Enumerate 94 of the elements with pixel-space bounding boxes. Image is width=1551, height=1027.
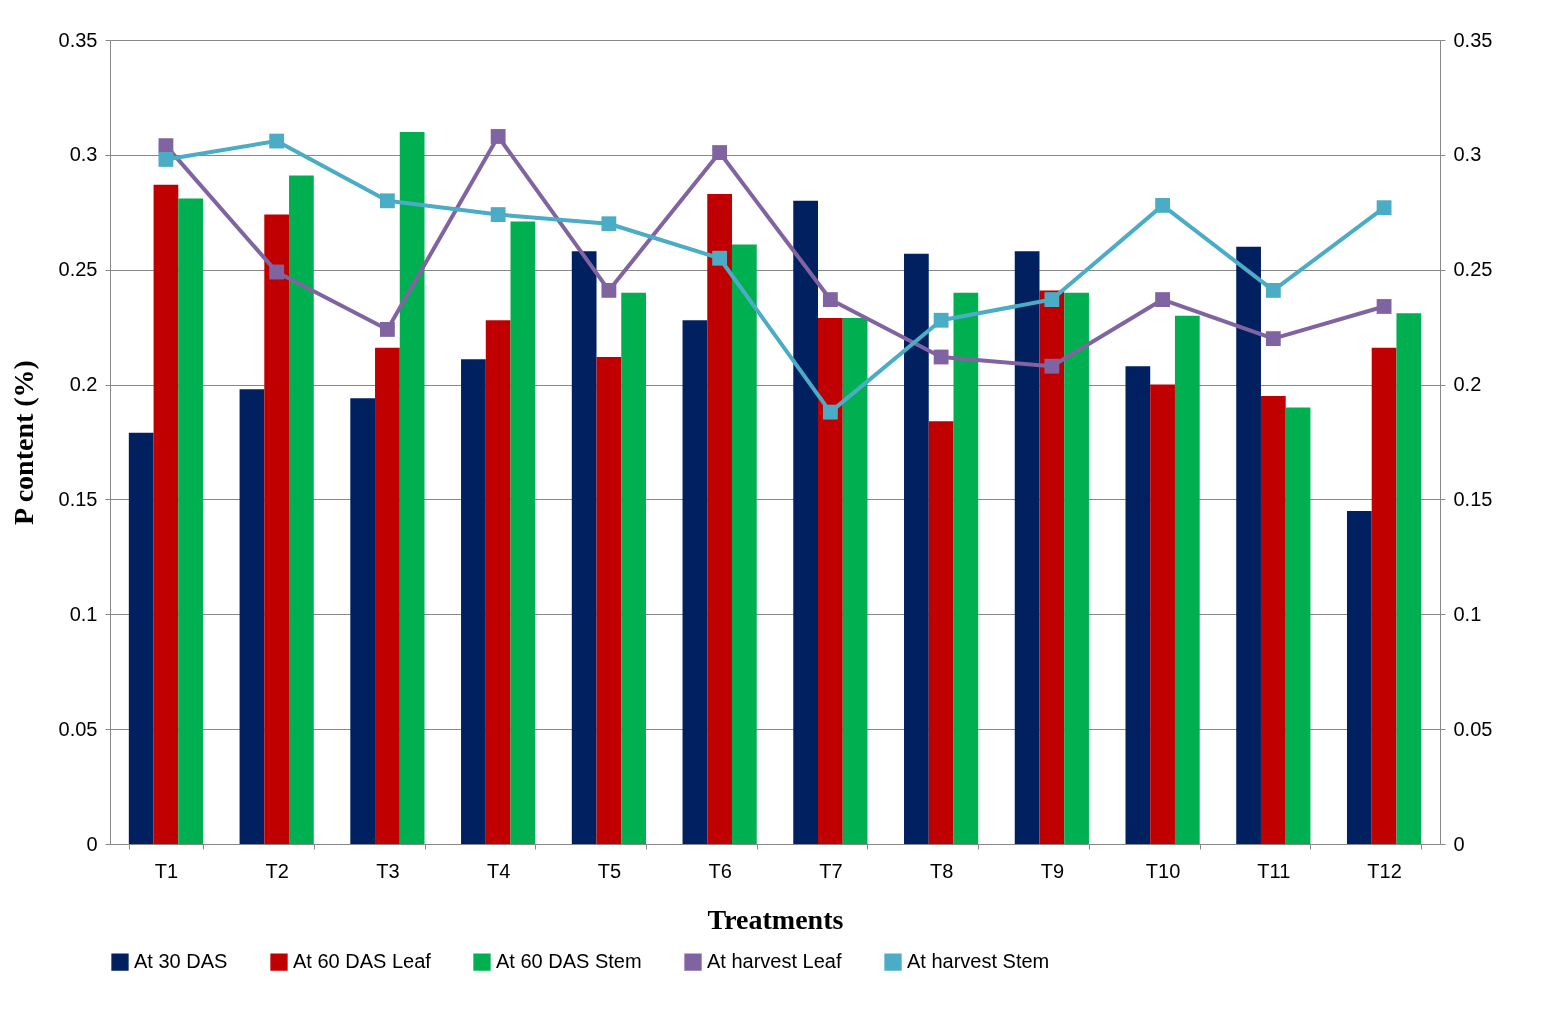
point [379,322,395,337]
bar [1125,366,1151,844]
bar [128,432,154,844]
point [712,250,728,266]
point [601,216,617,232]
x-tick-label: T10 [1145,859,1181,882]
bar [1396,313,1422,844]
bar [732,244,757,844]
y2-tick-label: 0.15 [1453,487,1493,510]
bar [621,292,646,844]
x-tick-label: T7 [819,859,843,882]
x-tick-label: T6 [708,859,732,882]
bar [1260,396,1286,844]
bar [264,214,290,844]
y2-tick-label: 0.2 [1453,373,1482,396]
x-tick-label: T2 [265,859,289,882]
x-tick-label: T4 [486,859,511,882]
bar [510,221,536,844]
point [379,193,395,209]
point [1265,282,1281,298]
bar [596,357,622,844]
bar [1150,384,1175,844]
x-tick-label: T5 [597,859,622,882]
bar [461,359,486,844]
y2-tick-label: 0.05 [1453,717,1493,740]
bar [1039,290,1065,844]
bar [928,421,954,844]
bar [842,317,868,844]
bar [1174,315,1200,844]
bar [1371,347,1397,844]
legend-label: At 30 DAS [134,950,228,973]
point [1376,200,1392,216]
bar [485,320,511,844]
point [933,349,949,365]
bar [178,198,204,844]
bar [707,193,732,844]
legend-label: At harvest Stem [907,950,1050,973]
point [1376,299,1392,314]
y-tick-label: 0 [86,832,98,855]
x-tick-label: T12 [1367,859,1402,882]
bar [399,131,425,844]
x-tick-label: T11 [1257,859,1291,882]
bar [818,317,843,844]
bar [350,398,376,844]
x-tick-label: T9 [1040,859,1065,882]
x-axis-title: Treatments [707,903,844,935]
point [1044,358,1060,374]
point [822,404,838,420]
bar [153,184,179,844]
x-tick-label: T8 [929,859,954,882]
point [1155,292,1171,307]
point [490,207,506,222]
point [1265,331,1281,347]
point [822,292,838,307]
point [158,152,174,167]
y2-tick-label: 0.3 [1453,143,1482,166]
bar [1285,407,1311,844]
y2-tick-label: 0.35 [1453,28,1493,51]
point [601,282,617,298]
y-tick-label: 0.25 [58,258,98,281]
point [1155,197,1171,213]
bar [289,175,314,844]
y-tick-label: 0.3 [69,143,98,166]
bar [1014,251,1040,844]
y-axis-title: P content (%) [7,360,39,525]
point [1044,292,1060,307]
point [712,145,728,160]
point [269,264,285,280]
bar [904,253,929,844]
bar [1236,246,1261,844]
legend-label: At 60 DAS Stem [496,950,642,973]
point [933,312,949,328]
bar [1346,510,1372,844]
y-tick-label: 0.35 [58,28,98,51]
y-tick-label: 0.1 [69,602,98,625]
x-tick-label: T1 [154,859,179,882]
y2-tick-label: 0.1 [1453,602,1482,625]
bar [793,200,818,844]
y-tick-label: 0.15 [58,487,98,510]
point [269,133,285,149]
legend-label: At harvest Leaf [707,950,842,973]
bar [1064,292,1089,844]
y-tick-label: 0.05 [58,717,98,740]
bar [682,320,708,844]
y2-tick-label: 0 [1453,832,1465,855]
y2-tick-label: 0.25 [1453,258,1493,281]
legend-label: At 60 DAS Leaf [293,950,432,973]
bar [239,389,265,844]
y-tick-label: 0.2 [69,373,98,396]
bar [953,292,979,844]
point [490,129,506,144]
x-tick-label: T3 [376,859,400,882]
bar [375,347,400,844]
bar [571,251,597,844]
